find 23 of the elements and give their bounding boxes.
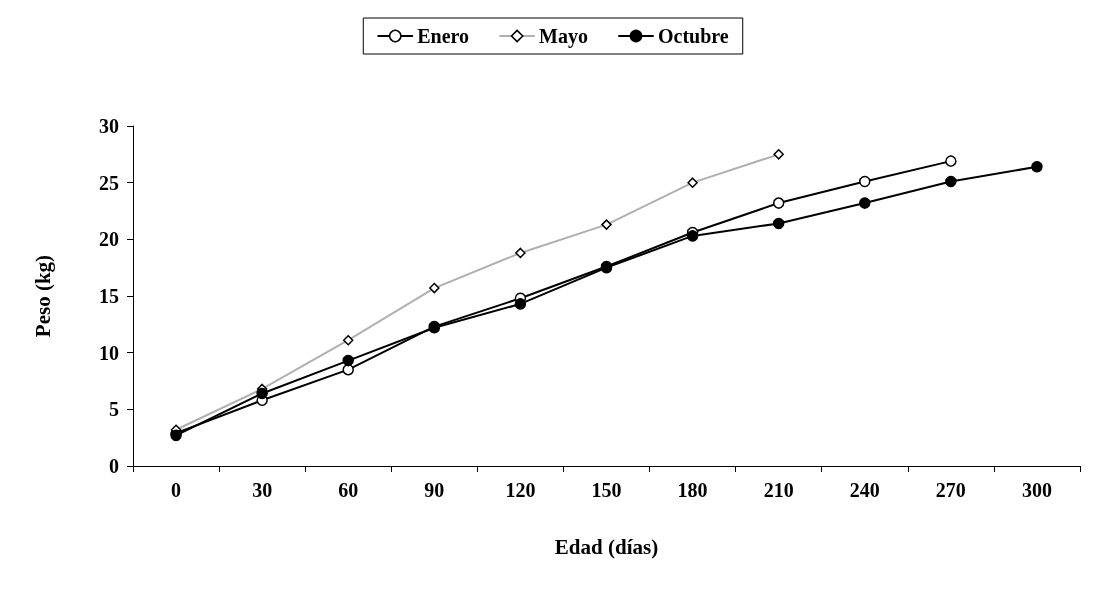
y-tick-label: 30 <box>99 115 119 137</box>
x-tick-label: 60 <box>338 479 359 501</box>
y-tick-label: 0 <box>109 455 119 477</box>
x-tick-label: 120 <box>505 479 536 501</box>
y-tick-label: 15 <box>99 285 119 307</box>
y-tick-label: 25 <box>99 171 119 194</box>
x-tick-label: 0 <box>171 479 182 501</box>
x-tick-label: 180 <box>677 479 708 501</box>
x-tick-label: 90 <box>424 479 445 501</box>
x-tick-label: 150 <box>591 479 622 501</box>
x-tick-label: 300 <box>1021 479 1052 501</box>
x-axis-title: Edad (días) <box>554 534 659 559</box>
legend-label: Mayo <box>539 25 589 48</box>
y-tick-label: 20 <box>99 228 119 251</box>
x-tick-label: 240 <box>849 479 880 501</box>
y-axis-title: Peso (kg) <box>30 254 55 338</box>
legend-label: Enero <box>417 25 470 47</box>
x-tick-label: 210 <box>763 479 794 501</box>
x-tick-label: 30 <box>252 479 273 501</box>
y-tick-label: 5 <box>109 398 119 421</box>
x-tick-label: 270 <box>935 479 966 501</box>
legend-label: Octubre <box>658 25 729 47</box>
y-tick-label: 10 <box>99 341 119 364</box>
